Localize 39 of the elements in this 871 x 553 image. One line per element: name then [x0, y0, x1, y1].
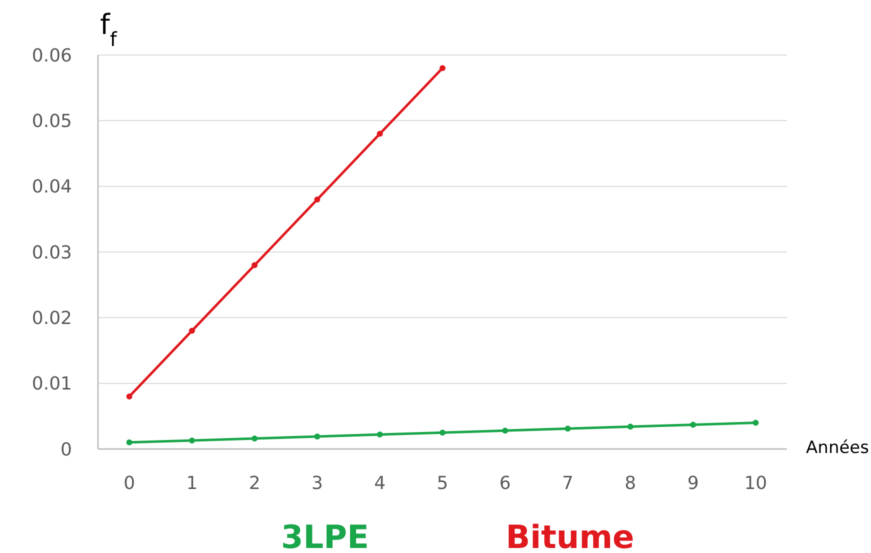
x-tick-label: 0: [124, 473, 136, 494]
point: [690, 422, 696, 428]
x-tick-label: 10: [744, 473, 768, 494]
point: [376, 130, 383, 137]
point: [188, 437, 195, 444]
y-tick-label: 0.04: [32, 176, 72, 198]
y-tick-label: 0.05: [32, 110, 72, 132]
x-tick-label: 6: [499, 473, 511, 494]
point: [252, 435, 258, 442]
y-tick-label: 0.01: [32, 374, 72, 395]
text: 3LPE: [281, 518, 369, 553]
point: [440, 430, 446, 436]
y-axis-title: f$_{f}$: [100, 8, 118, 50]
point: [252, 262, 258, 268]
x-tick-label: 7: [562, 473, 574, 494]
x-tick-label: 9: [687, 473, 699, 494]
x-axis-title: Années: [806, 438, 870, 458]
y-tick-label: 0.03: [32, 242, 72, 264]
point: [502, 428, 508, 434]
point: [314, 196, 320, 202]
x-tick-label: 3: [312, 473, 323, 494]
point: [376, 432, 383, 438]
point: [314, 434, 320, 440]
x-tick-label: 4: [374, 473, 386, 494]
y-tick-label: 0.02: [32, 308, 72, 329]
x-tick-label: 8: [624, 473, 636, 494]
x-tick-label: 2: [248, 473, 260, 494]
x-tick-label: 5: [436, 473, 448, 494]
point: [752, 420, 759, 426]
point: [440, 65, 446, 72]
point: [564, 426, 571, 432]
point: [126, 439, 132, 446]
y-tick-label: 0: [60, 439, 72, 460]
point: [188, 328, 195, 334]
y-tick-label: 0.06: [32, 45, 72, 66]
point: [126, 393, 132, 400]
point: [627, 424, 634, 430]
x-tick-label: 1: [186, 473, 198, 494]
text: Bitume: [506, 518, 634, 553]
